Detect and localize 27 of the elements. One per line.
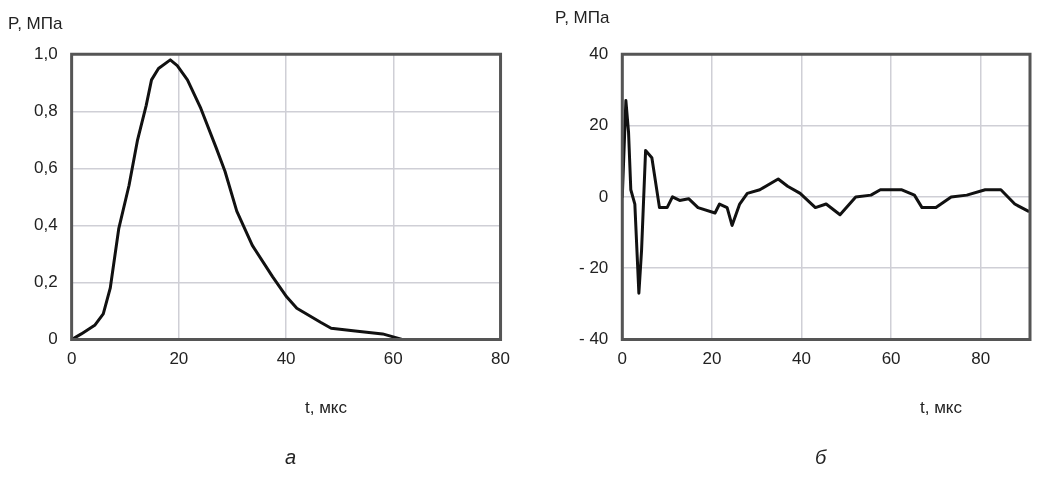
y-tick-label: - 20 — [579, 257, 609, 277]
y-tick-label: 0,8 — [33, 100, 58, 120]
x-axis-title: t, мкс — [305, 398, 347, 418]
x-axis-title: t, мкс — [920, 398, 962, 418]
y-tick-label: 0,2 — [33, 272, 58, 292]
y-tick-label: 0 — [48, 329, 58, 349]
y-tick-label: 0 — [598, 186, 609, 206]
x-tick-label: 60 — [881, 349, 901, 369]
text: б — [815, 446, 827, 469]
y-tick-label: 40 — [589, 43, 609, 63]
x-tick-label: 40 — [792, 349, 811, 369]
y-tick-label: 20 — [589, 115, 609, 135]
y-tick-label: 0,6 — [33, 158, 58, 178]
x-tick-label: 0 — [617, 349, 628, 369]
y-axis-title: P, МПа — [8, 14, 63, 34]
y-tick-label: 0,4 — [33, 215, 58, 235]
x-tick-label: 40 — [276, 349, 296, 369]
text: а — [285, 446, 297, 469]
y-axis-title: P, МПа — [555, 8, 610, 28]
x-tick-label: 60 — [383, 349, 403, 369]
y-tick-label: - 40 — [579, 329, 609, 349]
x-tick-label: 80 — [491, 349, 511, 369]
x-tick-label: 80 — [971, 349, 991, 369]
x-tick-label: 0 — [66, 349, 77, 369]
y-tick-label: 1,0 — [33, 43, 58, 63]
x-tick-label: 20 — [702, 349, 722, 369]
x-tick-label: 20 — [169, 349, 189, 369]
